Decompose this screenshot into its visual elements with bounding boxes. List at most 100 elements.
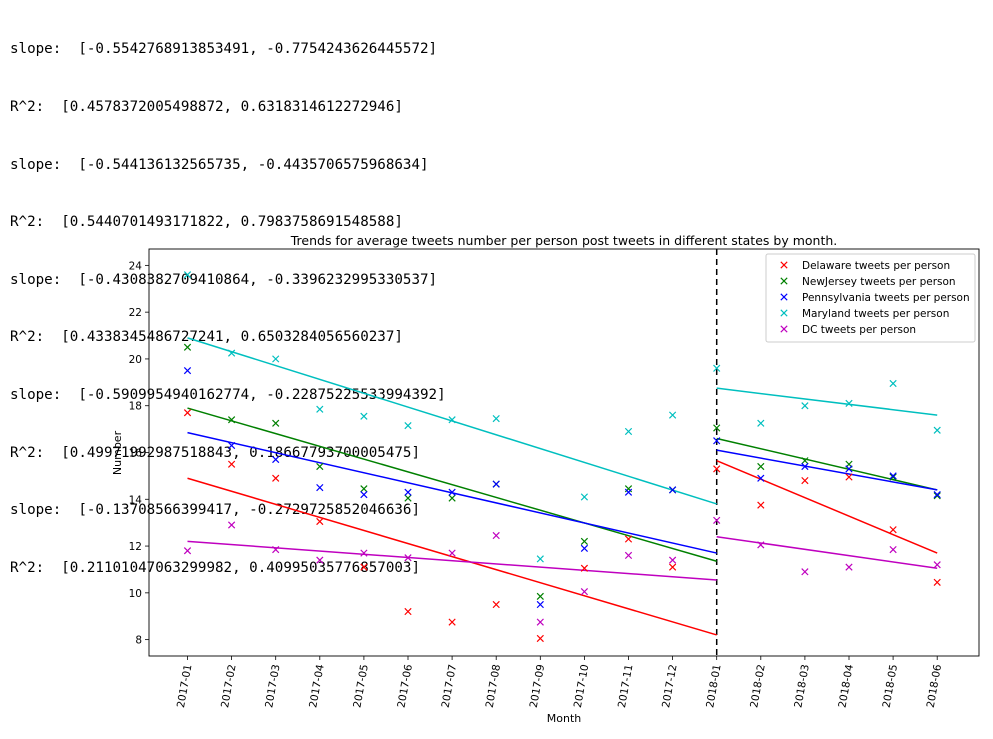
- data-point: [492, 480, 500, 488]
- data-point: [404, 494, 412, 502]
- data-point: [448, 416, 456, 424]
- trend-line: [716, 387, 938, 416]
- data-point: [272, 545, 280, 554]
- console-line: slope: [-0.5909954940162774, -0.22875225…: [10, 386, 446, 403]
- data-point: [448, 494, 456, 502]
- y-tick-label: 14: [129, 494, 143, 506]
- legend-label: Delaware tweets per person: [802, 260, 950, 272]
- data-point: [933, 492, 941, 500]
- data-point: [933, 426, 941, 434]
- x-tick-label: 2018-01: [704, 663, 723, 708]
- data-point: [316, 517, 324, 526]
- data-point: [227, 460, 236, 468]
- data-point: [272, 455, 280, 464]
- legend-marker: [780, 293, 788, 301]
- data-point: [889, 473, 897, 481]
- console-line: slope: [-0.4308382709410864, -0.33962329…: [10, 271, 438, 288]
- data-point: [801, 476, 809, 485]
- data-point: [227, 441, 236, 450]
- x-tick-label: 2018-05: [881, 663, 900, 708]
- data-point: [404, 421, 412, 430]
- data-point: [536, 555, 544, 563]
- data-point: [713, 364, 721, 372]
- legend-label: Pennsylvania tweets per person: [802, 292, 970, 304]
- y-tick-label: 22: [129, 307, 142, 319]
- data-point: [713, 424, 721, 432]
- data-point: [624, 551, 633, 560]
- trend-line: [716, 535, 938, 570]
- data-point: [845, 563, 853, 571]
- data-point: [801, 457, 809, 465]
- data-point: [316, 405, 324, 413]
- data-point: [845, 399, 853, 408]
- console-line: R^2: [0.4578372005498872, 0.631831461227…: [10, 99, 403, 115]
- data-point: [580, 544, 589, 553]
- data-point: [713, 465, 721, 473]
- y-tick-label: 24: [129, 260, 143, 272]
- data-point: [404, 554, 412, 562]
- y-tick-label: 16: [129, 448, 143, 460]
- trend-line: [187, 407, 717, 562]
- data-point: [801, 402, 809, 410]
- data-point: [933, 561, 941, 569]
- trend-line: [716, 459, 938, 554]
- legend-box: [765, 253, 976, 343]
- data-point: [668, 411, 677, 419]
- data-point: [668, 486, 677, 494]
- data-point: [801, 568, 809, 576]
- data-point: [713, 516, 721, 524]
- trend-line: [187, 540, 717, 581]
- y-tick-label: 12: [129, 541, 142, 553]
- x-tick-label: 2017-02: [219, 663, 238, 708]
- y-tick-label: 18: [129, 401, 142, 413]
- data-point: [316, 483, 324, 492]
- data-point: [360, 412, 368, 420]
- data-point: [227, 416, 236, 424]
- y-tick-label: 10: [129, 588, 142, 600]
- trend-line: [716, 449, 938, 491]
- data-point: [404, 607, 412, 616]
- data-point: [668, 556, 677, 564]
- legend-label: Maryland tweets per person: [802, 308, 949, 320]
- data-point: [316, 556, 324, 564]
- data-point: [801, 462, 809, 471]
- legend-marker: [780, 309, 788, 317]
- x-tick-label: 2017-01: [175, 663, 194, 708]
- y-tick-label: 20: [129, 354, 142, 366]
- x-tick-label: 2017-04: [307, 663, 326, 709]
- data-point: [889, 472, 897, 480]
- data-point: [624, 535, 633, 543]
- data-point: [757, 474, 765, 482]
- x-tick-label: 2017-06: [396, 663, 415, 709]
- trend-line: [187, 477, 717, 636]
- data-point: [580, 588, 589, 596]
- data-point: [536, 592, 544, 600]
- x-tick-label: 2017-07: [440, 663, 459, 708]
- console-line: slope: [-0.5542768913853491, -0.77542436…: [10, 41, 438, 58]
- data-point: [580, 493, 589, 501]
- y-axis-label: Number: [111, 430, 124, 475]
- data-point: [845, 465, 853, 473]
- data-point: [536, 600, 544, 609]
- x-tick-label: 2017-09: [528, 663, 547, 708]
- data-point: [448, 618, 456, 626]
- x-tick-label: 2017-03: [263, 663, 282, 708]
- x-tick-label: 2017-05: [351, 663, 370, 708]
- data-point: [624, 427, 633, 436]
- x-tick-label: 2017-08: [484, 663, 503, 708]
- data-point: [183, 367, 192, 375]
- data-point: [889, 526, 897, 534]
- data-point: [536, 618, 544, 626]
- console-output: slope: [-0.5542768913853491, -0.77542436…: [10, 2, 610, 597]
- x-tick-label: 2017-10: [572, 663, 591, 708]
- data-point: [889, 379, 897, 388]
- legend-label: NewJersey tweets per person: [802, 276, 956, 288]
- x-tick-label: 2018-03: [792, 663, 811, 708]
- data-point: [272, 419, 280, 427]
- data-point: [624, 488, 633, 496]
- x-tick-label: 2018-04: [837, 663, 856, 709]
- data-point: [183, 343, 192, 351]
- data-point: [272, 355, 280, 363]
- console-line: R^2: [0.4338345486727241, 0.650328405656…: [10, 329, 403, 346]
